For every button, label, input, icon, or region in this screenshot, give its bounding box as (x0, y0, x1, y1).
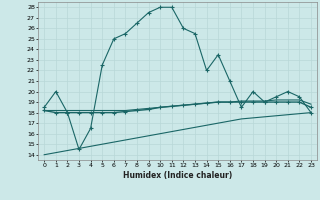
X-axis label: Humidex (Indice chaleur): Humidex (Indice chaleur) (123, 171, 232, 180)
